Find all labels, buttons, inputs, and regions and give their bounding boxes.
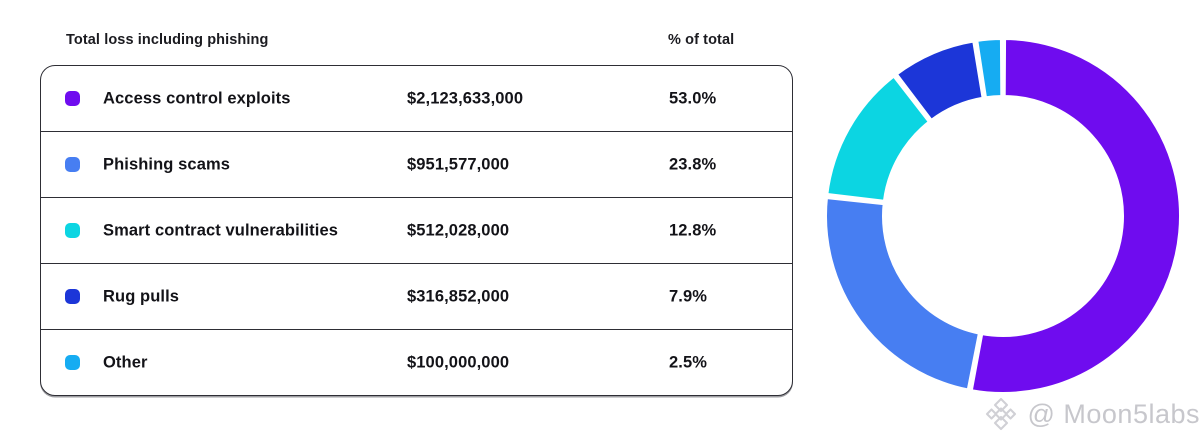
category-color-bullet — [65, 91, 80, 106]
donut-segment — [824, 73, 933, 204]
loss-amount: $512,028,000 — [407, 221, 510, 239]
donut-chart — [823, 36, 1183, 396]
percent-of-total: 2.5% — [669, 353, 708, 371]
loss-amount: $951,577,000 — [407, 155, 510, 173]
donut-segment — [974, 36, 1005, 101]
category-color-bullet — [65, 289, 80, 304]
loss-table-section: Total loss including phishing % of total… — [40, 0, 793, 440]
table-row: Other $100,000,000 2.5% — [41, 329, 792, 395]
table-row: Access control exploits $2,123,633,000 5… — [41, 66, 792, 131]
donut-segment — [823, 194, 982, 393]
watermark: @ Moon5labs — [981, 394, 1200, 434]
category-label: Other — [103, 353, 148, 371]
percent-of-total: 53.0% — [669, 89, 717, 107]
table-row: Rug pulls $316,852,000 7.9% — [41, 263, 792, 329]
moon5labs-logo-icon — [985, 397, 1016, 431]
category-color-bullet — [65, 223, 80, 238]
loss-amount: $316,852,000 — [407, 287, 510, 305]
percent-column-header: % of total — [668, 32, 735, 48]
percent-of-total: 7.9% — [669, 287, 708, 305]
loss-amount: $100,000,000 — [407, 353, 510, 371]
category-label: Smart contract vulnerabilities — [103, 221, 338, 239]
category-label: Phishing scams — [103, 155, 231, 173]
watermark-text: @ Moon5labs — [1027, 398, 1200, 429]
table-row: Phishing scams $951,577,000 23.8% — [41, 131, 792, 197]
loss-table-header: Total loss including phishing % of total — [40, 32, 793, 50]
category-color-bullet — [65, 157, 80, 172]
category-label: Rug pulls — [103, 287, 180, 305]
donut-segment — [968, 36, 1183, 396]
loss-table-body: Access control exploits $2,123,633,000 5… — [40, 65, 793, 396]
percent-of-total: 23.8% — [669, 155, 717, 173]
table-row: Smart contract vulnerabilities $512,028,… — [41, 197, 792, 263]
category-label: Access control exploits — [103, 89, 291, 107]
table-title: Total loss including phishing — [66, 32, 269, 48]
category-color-bullet — [65, 355, 80, 370]
percent-of-total: 12.8% — [669, 221, 717, 239]
loss-amount: $2,123,633,000 — [407, 89, 524, 107]
